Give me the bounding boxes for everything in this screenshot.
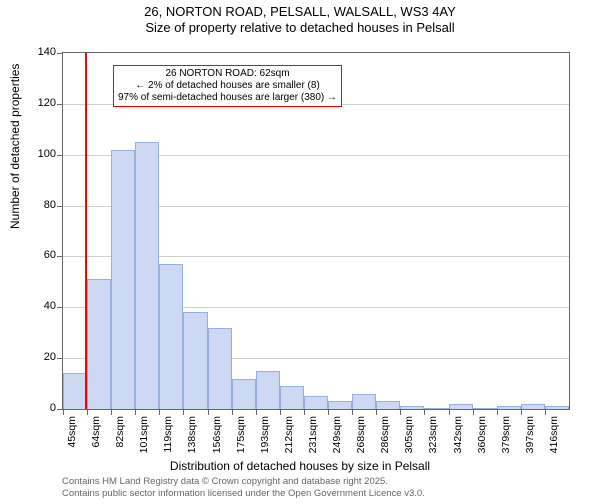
y-tick: [57, 206, 63, 207]
histogram-bar: [424, 408, 448, 409]
histogram-bar: [183, 312, 207, 409]
chart-container: 26, NORTON ROAD, PELSALL, WALSALL, WS3 4…: [0, 4, 600, 504]
x-tick: [208, 409, 209, 415]
y-tick: [57, 53, 63, 54]
y-tick-label: 140: [38, 46, 56, 58]
x-tick-label: 138sqm: [186, 416, 198, 460]
x-tick-label: 231sqm: [307, 416, 319, 460]
x-tick: [135, 409, 136, 415]
histogram-bar: [159, 264, 183, 409]
title-line2: Size of property relative to detached ho…: [0, 20, 600, 36]
x-tick-label: 286sqm: [379, 416, 391, 460]
x-tick: [352, 409, 353, 415]
histogram-bar: [280, 386, 304, 409]
x-tick: [424, 409, 425, 415]
x-tick-label: 212sqm: [283, 416, 295, 460]
y-tick: [57, 256, 63, 257]
x-tick: [87, 409, 88, 415]
y-tick: [57, 104, 63, 105]
x-tick-label: 101sqm: [138, 416, 150, 460]
x-tick: [328, 409, 329, 415]
property-marker-line: [85, 53, 87, 409]
x-tick: [304, 409, 305, 415]
y-tick-label: 100: [38, 148, 56, 160]
x-tick-label: 416sqm: [548, 416, 560, 460]
x-tick-label: 64sqm: [90, 416, 102, 460]
x-tick-label: 397sqm: [524, 416, 536, 460]
histogram-bar: [256, 371, 280, 409]
plot-area: 26 NORTON ROAD: 62sqm ← 2% of detached h…: [62, 52, 570, 410]
x-tick: [400, 409, 401, 415]
histogram-bar: [328, 401, 352, 409]
y-tick: [57, 155, 63, 156]
footer-line2: Contains public sector information licen…: [62, 488, 425, 500]
x-tick-label: 305sqm: [403, 416, 415, 460]
x-tick: [521, 409, 522, 415]
x-tick: [497, 409, 498, 415]
footer-attribution: Contains HM Land Registry data © Crown c…: [62, 476, 425, 500]
x-tick: [63, 409, 64, 415]
histogram-bar: [497, 406, 521, 409]
y-tick-label: 0: [50, 402, 56, 414]
chart-title: 26, NORTON ROAD, PELSALL, WALSALL, WS3 4…: [0, 4, 600, 37]
y-tick: [57, 307, 63, 308]
x-tick: [280, 409, 281, 415]
x-tick-label: 119sqm: [162, 416, 174, 460]
title-line1: 26, NORTON ROAD, PELSALL, WALSALL, WS3 4…: [0, 4, 600, 20]
x-tick-label: 45sqm: [66, 416, 78, 460]
histogram-bar: [521, 404, 545, 409]
y-tick-label: 20: [44, 351, 56, 363]
y-tick-label: 40: [44, 300, 56, 312]
histogram-bar: [208, 328, 232, 409]
x-tick-label: 175sqm: [235, 416, 247, 460]
histogram-bar: [232, 379, 256, 410]
histogram-bar: [400, 406, 424, 409]
y-axis-label: Number of detached properties: [8, 64, 22, 229]
x-tick: [449, 409, 450, 415]
histogram-bar: [449, 404, 473, 409]
y-tick-label: 80: [44, 199, 56, 211]
histogram-bar: [545, 406, 569, 409]
x-tick-label: 323sqm: [427, 416, 439, 460]
histogram-bar: [352, 394, 376, 409]
x-tick-label: 360sqm: [476, 416, 488, 460]
annotation-line3: 97% of semi-detached houses are larger (…: [118, 92, 337, 104]
y-tick-label: 60: [44, 249, 56, 261]
annotation-line2: ← 2% of detached houses are smaller (8): [118, 80, 337, 92]
y-tick: [57, 358, 63, 359]
histogram-bar: [376, 401, 400, 409]
x-tick: [159, 409, 160, 415]
x-tick-label: 249sqm: [331, 416, 343, 460]
x-tick-label: 156sqm: [211, 416, 223, 460]
x-tick: [376, 409, 377, 415]
histogram-bar: [87, 279, 111, 409]
histogram-bar: [304, 396, 328, 409]
footer-line1: Contains HM Land Registry data © Crown c…: [62, 476, 425, 488]
x-tick: [232, 409, 233, 415]
x-tick: [473, 409, 474, 415]
annotation-line1: 26 NORTON ROAD: 62sqm: [118, 68, 337, 80]
histogram-bar: [473, 408, 497, 409]
histogram-bar: [135, 142, 159, 409]
x-tick-label: 342sqm: [452, 416, 464, 460]
x-axis-label: Distribution of detached houses by size …: [0, 459, 600, 473]
histogram-bar: [63, 373, 87, 409]
x-tick: [111, 409, 112, 415]
x-tick: [256, 409, 257, 415]
x-tick: [183, 409, 184, 415]
x-tick-label: 193sqm: [259, 416, 271, 460]
x-tick: [545, 409, 546, 415]
y-tick-label: 120: [38, 97, 56, 109]
histogram-bar: [111, 150, 135, 409]
x-tick-label: 379sqm: [500, 416, 512, 460]
x-tick-label: 268sqm: [355, 416, 367, 460]
x-tick-label: 82sqm: [114, 416, 126, 460]
annotation-box: 26 NORTON ROAD: 62sqm ← 2% of detached h…: [113, 65, 342, 107]
